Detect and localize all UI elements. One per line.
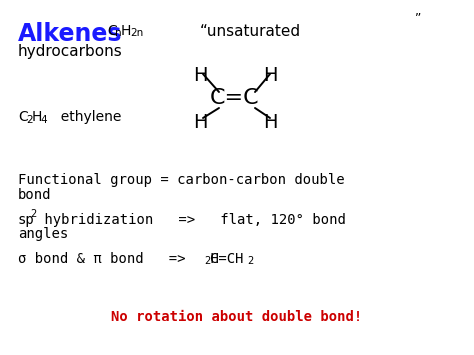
Text: 2: 2 [30, 209, 36, 219]
Text: C=CH: C=CH [210, 252, 244, 266]
Text: 2: 2 [26, 115, 33, 125]
Text: No rotation about double bond!: No rotation about double bond! [111, 310, 363, 324]
Text: hybridization   =>   flat, 120° bond: hybridization => flat, 120° bond [36, 213, 346, 227]
Text: 2: 2 [204, 256, 210, 266]
Text: H: H [263, 66, 277, 85]
Text: “unsaturated: “unsaturated [200, 24, 301, 39]
Text: hydrocarbons: hydrocarbons [18, 44, 123, 59]
Text: C: C [107, 24, 117, 38]
Text: H: H [263, 113, 277, 132]
Text: Alkenes: Alkenes [18, 22, 122, 46]
Text: bond: bond [18, 188, 52, 202]
Text: ”: ” [415, 12, 421, 25]
Text: H: H [193, 113, 208, 132]
Text: 2n: 2n [130, 28, 143, 38]
Text: Functional group = carbon-carbon double: Functional group = carbon-carbon double [18, 173, 345, 187]
Text: H: H [193, 66, 208, 85]
Text: 2: 2 [247, 256, 253, 266]
Text: σ bond & π bond   =>   H: σ bond & π bond => H [18, 252, 219, 266]
Text: sp: sp [18, 213, 35, 227]
Text: n: n [115, 28, 122, 38]
Text: C: C [18, 110, 28, 124]
Text: H: H [32, 110, 42, 124]
Text: C=C: C=C [210, 88, 260, 108]
Text: ethylene: ethylene [52, 110, 121, 124]
Text: H: H [121, 24, 131, 38]
Text: angles: angles [18, 227, 68, 241]
Text: 4: 4 [40, 115, 46, 125]
